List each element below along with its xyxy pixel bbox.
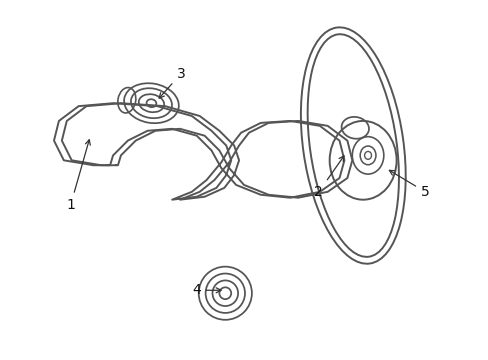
Text: 2: 2 (314, 156, 343, 199)
Text: 3: 3 (159, 67, 185, 98)
Text: 1: 1 (66, 140, 90, 212)
Text: 5: 5 (388, 170, 428, 199)
Text: 4: 4 (192, 283, 221, 297)
